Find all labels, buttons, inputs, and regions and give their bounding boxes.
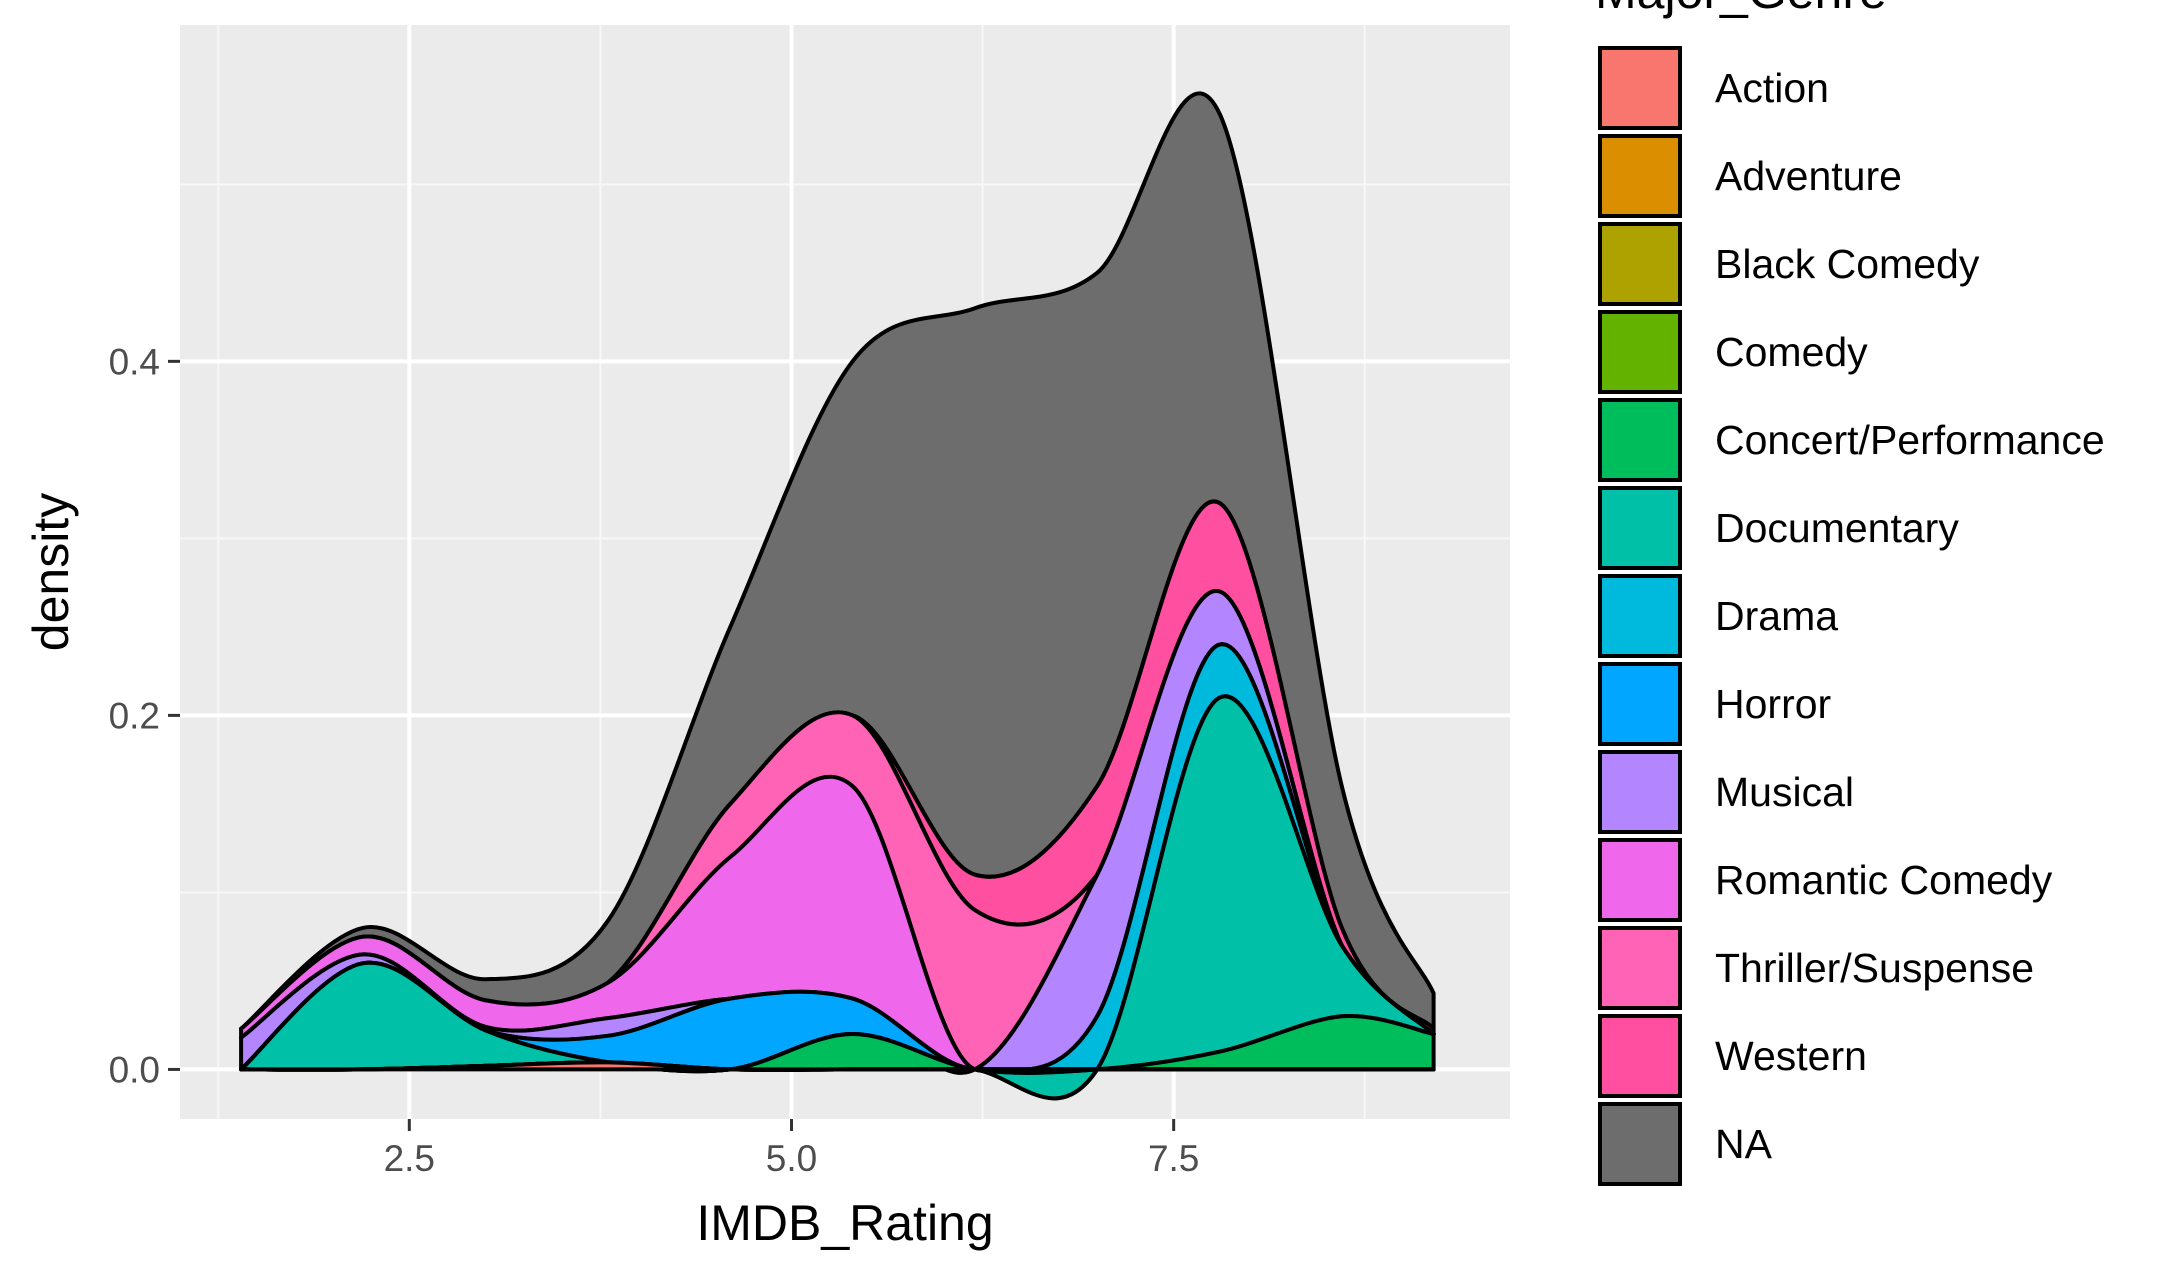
legend-key-musical (1598, 750, 1682, 834)
legend-key-na (1598, 1102, 1682, 1186)
area-action (239, 1060, 1436, 1072)
legend-label-black-comedy: Black Comedy (1715, 241, 1980, 287)
legend-label-na: NA (1715, 1121, 1773, 1167)
axis-ticks: 2.5 5.0 7.5 0.0 0.2 0.4 (109, 341, 1200, 1179)
legend-label-adventure: Adventure (1715, 153, 1902, 199)
x-tick-label: 2.5 (384, 1138, 435, 1179)
legend-key-adventure (1598, 134, 1682, 218)
legend-label-romantic-comedy: Romantic Comedy (1715, 857, 2053, 903)
y-tick-label: 0.2 (109, 695, 160, 736)
legend-key-thriller-suspense (1598, 926, 1682, 1010)
area-layer (239, 91, 1436, 1101)
x-axis-title: IMDB_Rating (696, 1195, 993, 1251)
legend-label-drama: Drama (1715, 593, 1838, 639)
x-tick-label: 7.5 (1148, 1138, 1199, 1179)
legend-label-musical: Musical (1715, 769, 1854, 815)
legend-title: Major_Genre (1595, 0, 1887, 19)
legend-key-concert-performance (1598, 398, 1682, 482)
legend-label-thriller-suspense: Thriller/Suspense (1715, 945, 2034, 991)
legend-key-action (1598, 46, 1682, 130)
legend-label-documentary: Documentary (1715, 505, 1959, 551)
axis-labels: IMDB_Rating density (23, 493, 994, 1251)
legend-key-romantic-comedy (1598, 838, 1682, 922)
legend-label-western: Western (1715, 1033, 1867, 1079)
legend-key-documentary (1598, 486, 1682, 570)
legend-key-western (1598, 1014, 1682, 1098)
legend: Major_Genre Action Adventure Black Comedy C… (1595, 0, 2105, 1186)
legend-key-black-comedy (1598, 222, 1682, 306)
legend-label-comedy: Comedy (1715, 329, 1868, 375)
legend-key-drama (1598, 574, 1682, 658)
legend-label-action: Action (1715, 65, 1829, 111)
y-tick-label: 0.4 (109, 341, 160, 382)
legend-label-concert-performance: Concert/Performance (1715, 417, 2105, 463)
y-tick-label: 0.0 (109, 1049, 160, 1090)
legend-label-horror: Horror (1715, 681, 1831, 727)
legend-key-horror (1598, 662, 1682, 746)
y-axis-title: density (23, 493, 79, 651)
x-tick-label: 5.0 (766, 1138, 817, 1179)
legend-key-comedy (1598, 310, 1682, 394)
